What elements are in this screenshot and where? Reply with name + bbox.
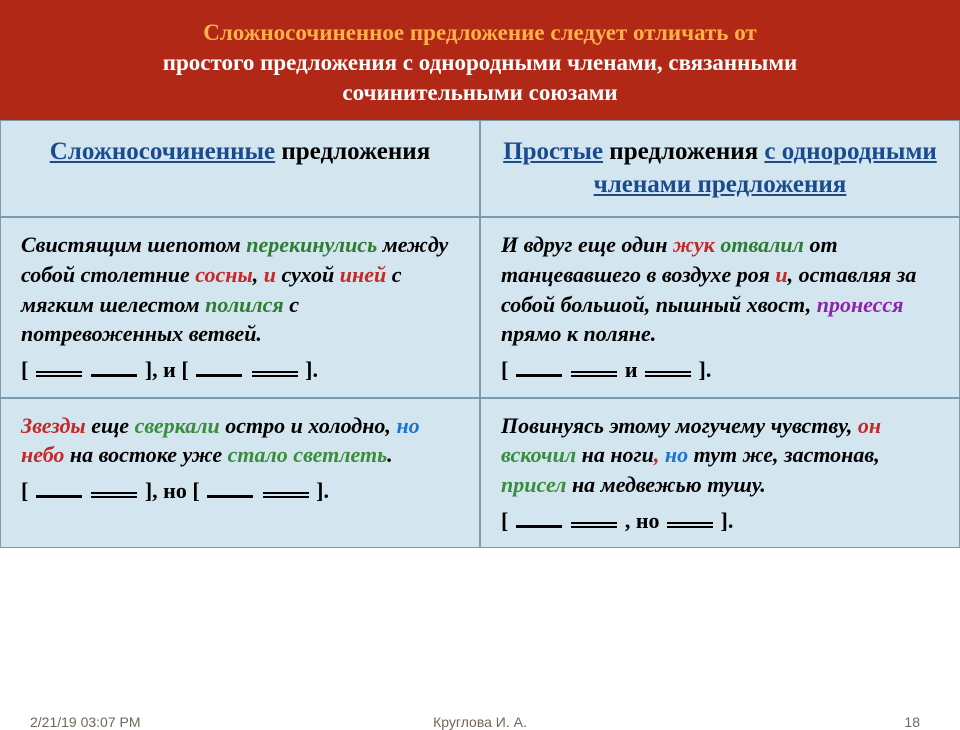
title-line2: простого предложения с однородными члена… <box>163 50 798 75</box>
col-header-right-u1: Простые <box>503 138 603 165</box>
col-header-left: Сложносочиненные предложения <box>0 120 480 218</box>
title-line1-accent: Сложносочиненное предложение следует отл… <box>203 20 756 45</box>
title-line3: сочинительными союзами <box>342 80 617 105</box>
scheme-r2c1: [ ], но [ ]. <box>21 476 459 506</box>
col-header-right: Простые предложения с однородными членам… <box>480 120 960 218</box>
scheme-r2c2: [ , но ]. <box>501 506 939 536</box>
col-header-right-mid: предложения <box>603 138 764 165</box>
slide-title: Сложносочиненное предложение следует отл… <box>0 0 960 120</box>
scheme-r1c2: [ и ]. <box>501 355 939 385</box>
cell-r1c1: Свистящим шепотом перекинулись между соб… <box>0 217 480 397</box>
cell-r2c2: Повинуясь этому могучему чувству, он вск… <box>480 398 960 549</box>
col-header-left-rest: предложения <box>281 138 430 165</box>
col-header-left-u: Сложносочиненные <box>50 138 275 165</box>
footer-author: Круглова И. А. <box>433 714 527 730</box>
footer-page: 18 <box>904 714 920 730</box>
footer-date: 2/21/19 03:07 PM <box>30 714 141 730</box>
cell-r1c2: И вдруг еще один жук отвалил от танцевав… <box>480 217 960 397</box>
scheme-r1c1: [ ], и [ ]. <box>21 355 459 385</box>
cell-r2c1: Звезды еще сверкали остро и холодно, но … <box>0 398 480 549</box>
comparison-table: Сложносочиненные предложения Простые пре… <box>0 120 960 549</box>
